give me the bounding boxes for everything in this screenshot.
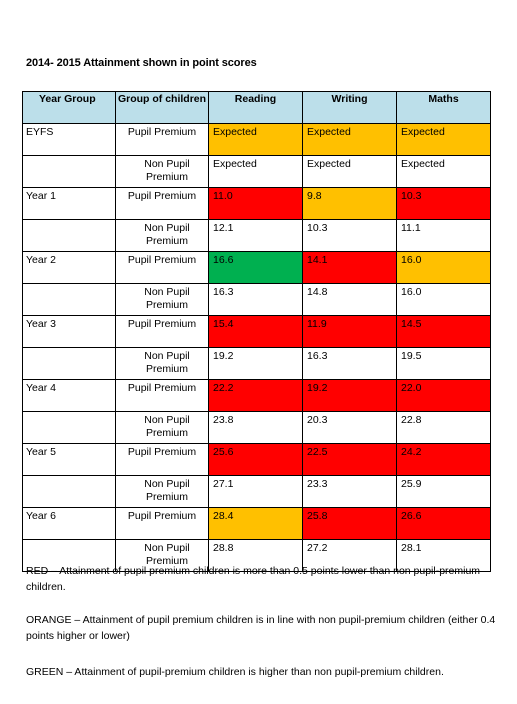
- group-cell: Pupil Premium: [115, 507, 209, 540]
- group-cell: Non Pupil Premium: [115, 411, 209, 444]
- group-cell: Non Pupil Premium: [115, 475, 209, 508]
- year-group-cell: [22, 283, 116, 316]
- table-row: Non Pupil Premium 23.8 20.3 22.8: [22, 411, 491, 444]
- table-row: Year 2 Pupil Premium 16.6 14.1 16.0: [22, 251, 491, 284]
- year-group-cell: [22, 219, 116, 252]
- reading-score-cell: 16.3: [208, 283, 303, 316]
- reading-score-cell: 28.4: [208, 507, 303, 540]
- reading-score-cell: 15.4: [208, 315, 303, 348]
- group-cell: Pupil Premium: [115, 187, 209, 220]
- table-row: Non Pupil Premium 19.2 16.3 19.5: [22, 347, 491, 380]
- maths-score-cell: 16.0: [396, 283, 491, 316]
- reading-score-cell: 19.2: [208, 347, 303, 380]
- reading-score-cell: 11.0: [208, 187, 303, 220]
- year-group-cell: Year 4: [22, 379, 116, 412]
- maths-score-cell: 10.3: [396, 187, 491, 220]
- group-cell: Pupil Premium: [115, 443, 209, 476]
- maths-score-cell: 22.0: [396, 379, 491, 412]
- writing-score-cell: 14.1: [302, 251, 397, 284]
- maths-score-cell: 16.0: [396, 251, 491, 284]
- year-group-cell: Year 2: [22, 251, 116, 284]
- year-group-cell: Year 6: [22, 507, 116, 540]
- year-group-cell: [22, 539, 116, 572]
- reading-score-cell: 25.6: [208, 443, 303, 476]
- legend-red: RED – Attainment of pupil premium childr…: [26, 565, 481, 593]
- maths-score-cell: Expected: [396, 155, 491, 188]
- group-cell: Non Pupil Premium: [115, 155, 209, 188]
- writing-score-cell: Expected: [302, 123, 397, 156]
- writing-score-cell: 9.8: [302, 187, 397, 220]
- writing-score-cell: 14.8: [302, 283, 397, 316]
- reading-score-cell: 27.1: [208, 475, 303, 508]
- group-cell: Non Pupil Premium: [115, 347, 209, 380]
- year-group-cell: Year 5: [22, 443, 116, 476]
- group-cell: Pupil Premium: [115, 251, 209, 284]
- table-row: Non Pupil Premium Expected Expected Expecte…: [22, 155, 491, 188]
- legend-green: GREEN – Attainment of pupil-premium chil…: [26, 666, 444, 678]
- attainment-table: Year Group Group of children Reading Wri…: [22, 91, 491, 572]
- writing-score-cell: 25.8: [302, 507, 397, 540]
- year-group-cell: Year 1: [22, 187, 116, 220]
- group-cell: Non Pupil Premium: [115, 219, 209, 252]
- table-row: Non Pupil Premium 27.1 23.3 25.9: [22, 475, 491, 508]
- maths-score-cell: 28.1: [396, 539, 491, 572]
- maths-score-cell: 25.9: [396, 475, 491, 508]
- maths-score-cell: 19.5: [396, 347, 491, 380]
- year-group-cell: Year 3: [22, 315, 116, 348]
- table-row: EYFS Pupil Premium Expected Expected Expecte…: [22, 123, 491, 156]
- reading-score-cell: 12.1: [208, 219, 303, 252]
- writing-score-cell: 23.3: [302, 475, 397, 508]
- header-maths: Maths: [396, 91, 491, 124]
- reading-score-cell: Expected: [208, 155, 303, 188]
- writing-score-cell: 22.5: [302, 443, 397, 476]
- group-cell: Pupil Premium: [115, 123, 209, 156]
- reading-score-cell: Expected: [208, 123, 303, 156]
- table-row: Year 5 Pupil Premium 25.6 22.5 24.2: [22, 443, 491, 476]
- header-writing: Writing: [302, 91, 397, 124]
- table-row: Non Pupil Premium 16.3 14.8 16.0: [22, 283, 491, 316]
- year-group-cell: [22, 411, 116, 444]
- year-group-cell: [22, 347, 116, 380]
- maths-score-cell: 26.6: [396, 507, 491, 540]
- reading-score-cell: 23.8: [208, 411, 303, 444]
- maths-score-cell: 11.1: [396, 219, 491, 252]
- maths-score-cell: 14.5: [396, 315, 491, 348]
- table-row: Year 1 Pupil Premium 11.0 9.8 10.3: [22, 187, 491, 220]
- table-row: Year 3 Pupil Premium 15.4 11.9 14.5: [22, 315, 491, 348]
- writing-score-cell: 19.2: [302, 379, 397, 412]
- year-group-cell: [22, 155, 116, 188]
- maths-score-cell: 22.8: [396, 411, 491, 444]
- group-cell: Non Pupil Premium: [115, 539, 209, 572]
- legend-orange: ORANGE – Attainment of pupil premium chi…: [26, 614, 496, 642]
- group-cell: Pupil Premium: [115, 379, 209, 412]
- table-row: Non Pupil Premium 12.1 10.3 11.1: [22, 219, 491, 252]
- header-group-of-children: Group of children: [115, 91, 209, 124]
- document-title: 2014- 2015 Attainment shown in point sco…: [26, 57, 257, 69]
- group-cell: Non Pupil Premium: [115, 283, 209, 316]
- writing-score-cell: 27.2: [302, 539, 397, 572]
- header-row: Year Group Group of children Reading Wri…: [22, 91, 491, 124]
- reading-score-cell: 16.6: [208, 251, 303, 284]
- writing-score-cell: 11.9: [302, 315, 397, 348]
- year-group-cell: EYFS: [22, 123, 116, 156]
- group-cell: Pupil Premium: [115, 315, 209, 348]
- table-row: Year 6 Pupil Premium 28.4 25.8 26.6: [22, 507, 491, 540]
- writing-score-cell: 10.3: [302, 219, 397, 252]
- writing-score-cell: 20.3: [302, 411, 397, 444]
- header-reading: Reading: [208, 91, 303, 124]
- maths-score-cell: 24.2: [396, 443, 491, 476]
- reading-score-cell: 22.2: [208, 379, 303, 412]
- table-row: Year 4 Pupil Premium 22.2 19.2 22.0: [22, 379, 491, 412]
- writing-score-cell: Expected: [302, 155, 397, 188]
- writing-score-cell: 16.3: [302, 347, 397, 380]
- header-year-group: Year Group: [22, 91, 116, 124]
- maths-score-cell: Expected: [396, 123, 491, 156]
- table-row: Non Pupil Premium 28.8 27.2 28.1: [22, 539, 491, 572]
- table-body: EYFS Pupil Premium Expected Expected Expecte…: [22, 123, 491, 572]
- year-group-cell: [22, 475, 116, 508]
